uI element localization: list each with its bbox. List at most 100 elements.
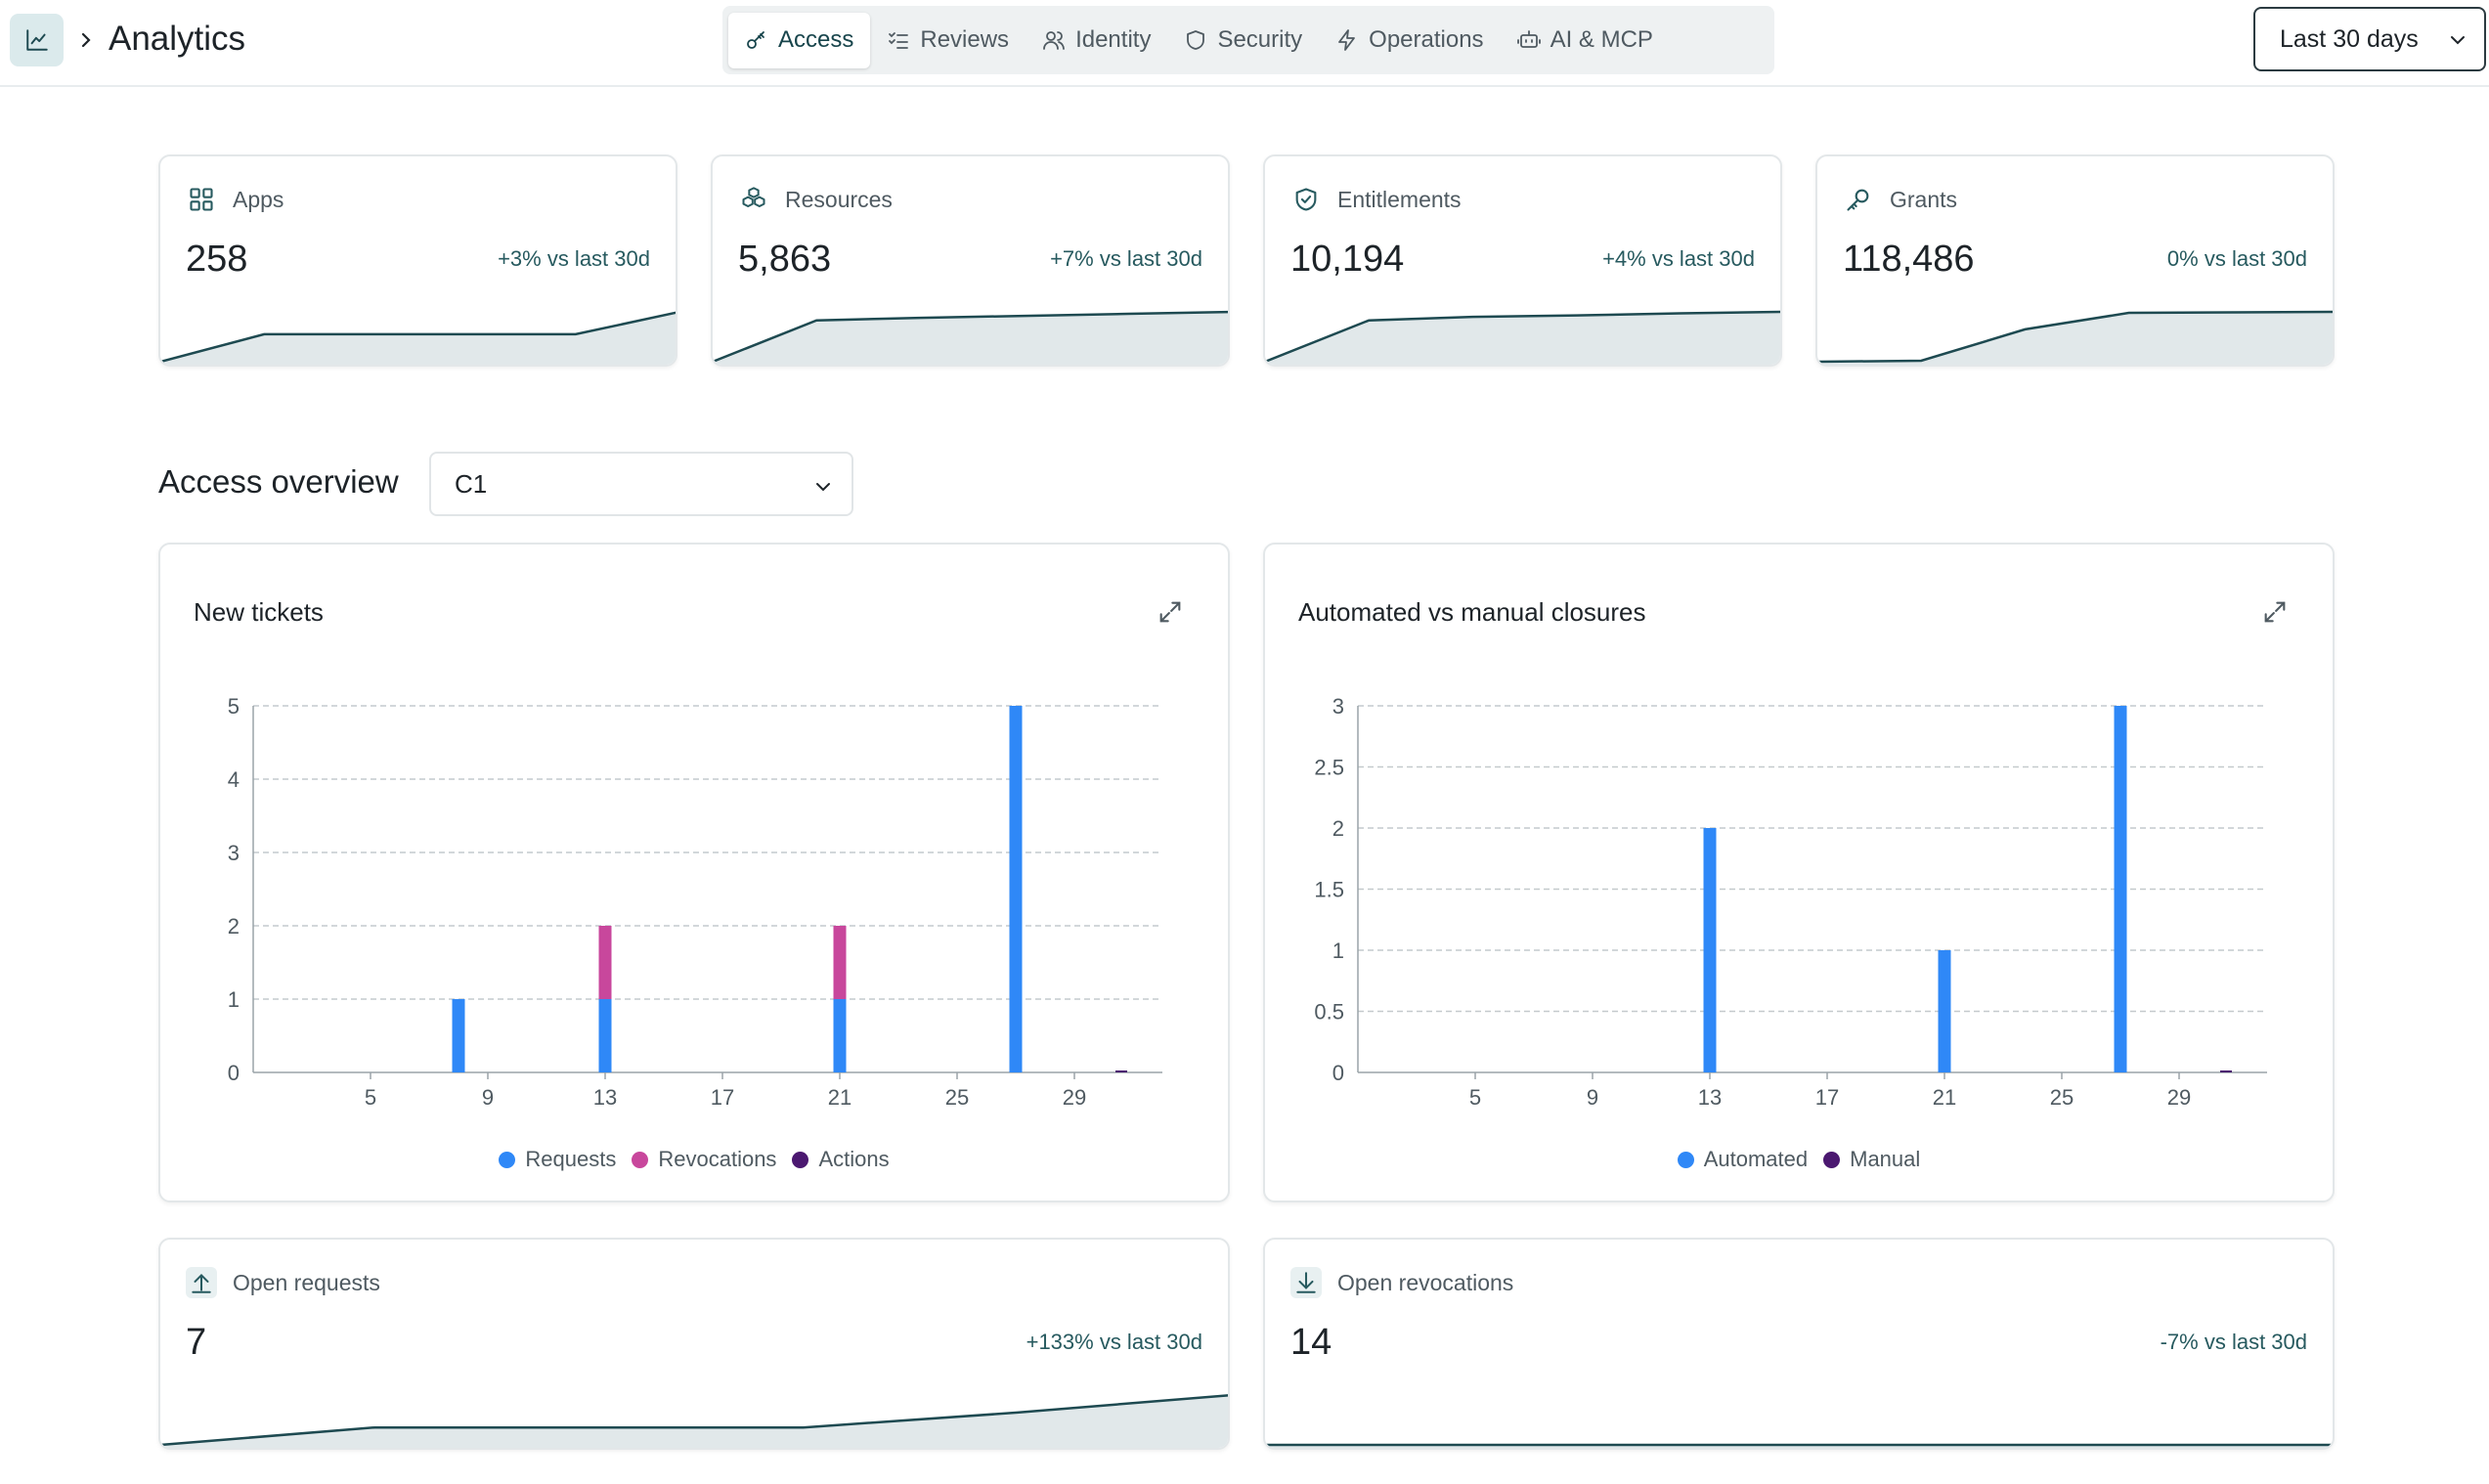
page-title: Analytics bbox=[109, 20, 246, 58]
stat-card-open-requests[interactable]: Open requests 7 +133% vs last 30d bbox=[158, 1238, 1230, 1450]
legend-swatch bbox=[499, 1151, 516, 1168]
tab-identity-label: Identity bbox=[1075, 26, 1152, 53]
x-tick-label: 21 bbox=[1933, 1085, 1956, 1110]
stat-card-open-revocations[interactable]: Open revocations 14 -7% vs last 30d bbox=[1263, 1238, 2335, 1450]
legend-swatch bbox=[1677, 1151, 1694, 1168]
cubes-icon bbox=[738, 184, 769, 215]
legend-label: Actions bbox=[818, 1147, 890, 1171]
chart-title: New tickets bbox=[194, 597, 324, 627]
tab-ai-mcp[interactable]: AI & MCP bbox=[1501, 13, 1670, 68]
x-tick-label: 13 bbox=[1698, 1085, 1722, 1110]
bar-requests bbox=[452, 999, 465, 1072]
legend-item-actions[interactable]: Actions bbox=[792, 1147, 890, 1172]
stat-label: Grants bbox=[1890, 186, 1958, 212]
bar-revocations bbox=[833, 926, 847, 999]
stat-value: 10,194 bbox=[1290, 239, 1405, 280]
legend-swatch bbox=[792, 1151, 809, 1168]
x-tick-label: 9 bbox=[1587, 1085, 1598, 1110]
chart-legend: Automated Manual bbox=[1265, 1147, 2333, 1172]
tab-identity[interactable]: Identity bbox=[1026, 13, 1167, 68]
sparkline-line bbox=[713, 310, 1228, 364]
x-tick-label: 29 bbox=[2167, 1085, 2191, 1110]
y-tick-label: 5 bbox=[228, 694, 240, 719]
analytics-tabs: Access Reviews Identity Security Operati… bbox=[722, 6, 1774, 74]
sparkline-area bbox=[160, 312, 676, 365]
x-tick-label: 13 bbox=[593, 1085, 617, 1110]
tab-ai-mcp-label: AI & MCP bbox=[1550, 26, 1653, 53]
stat-label: Resources bbox=[785, 186, 893, 212]
tab-reviews[interactable]: Reviews bbox=[870, 13, 1026, 68]
legend-label: Automated bbox=[1703, 1147, 1809, 1171]
stat-delta: +4% vs last 30d bbox=[1602, 246, 1755, 271]
legend-swatch bbox=[632, 1151, 649, 1168]
sparkline bbox=[160, 311, 676, 365]
legend-item-manual[interactable]: Manual bbox=[1823, 1147, 1920, 1172]
users-icon bbox=[1043, 31, 1065, 50]
bot-icon bbox=[1516, 30, 1541, 48]
sparkline-area bbox=[713, 312, 1228, 365]
bar-automated bbox=[2114, 706, 2127, 1072]
closures-chart: 0 0.5 1 1.5 2 2.5 3 5 9 13 17 21 25 29 bbox=[1314, 694, 2267, 1110]
tab-access[interactable]: Access bbox=[728, 12, 871, 68]
bar-automated bbox=[1938, 950, 1951, 1072]
chart-card-closures: Automated vs manual closures 0 0.5 1 1.5 2 2.… bbox=[1263, 543, 2335, 1202]
x-tick-label: 9 bbox=[482, 1085, 494, 1110]
scope-select-value: C1 bbox=[455, 468, 488, 499]
y-tick-label: 0.5 bbox=[1314, 1000, 1344, 1025]
legend-item-revocations[interactable]: Revocations bbox=[632, 1147, 776, 1172]
y-tick-label: 1 bbox=[228, 987, 240, 1012]
bar-marker bbox=[2220, 1070, 2232, 1072]
tab-operations[interactable]: Operations bbox=[1319, 13, 1500, 68]
stat-delta: +133% vs last 30d bbox=[1026, 1330, 1202, 1354]
legend-label: Manual bbox=[1850, 1147, 1921, 1171]
y-tick-label: 3 bbox=[228, 841, 240, 865]
download-icon bbox=[1290, 1267, 1322, 1298]
expand-icon[interactable] bbox=[2260, 597, 2290, 627]
breadcrumb-chevron-icon bbox=[76, 25, 96, 55]
y-tick-label: 2 bbox=[1332, 816, 1344, 841]
bar-marker bbox=[1115, 1070, 1127, 1072]
scope-select[interactable]: C1 bbox=[429, 452, 853, 516]
sparkline bbox=[1817, 310, 2333, 365]
x-tick-label: 29 bbox=[1063, 1085, 1086, 1110]
stat-label: Entitlements bbox=[1337, 186, 1462, 212]
new-tickets-chart: 0 1 2 3 4 5 5 9 13 17 21 25 29 bbox=[228, 694, 1162, 1110]
date-range-label: Last 30 days bbox=[2280, 24, 2419, 53]
tab-operations-label: Operations bbox=[1369, 26, 1484, 53]
stat-card-resources[interactable]: Resources 5,863 +7% vs last 30d bbox=[711, 154, 1230, 367]
y-tick-label: 4 bbox=[228, 767, 240, 792]
stat-value: 14 bbox=[1290, 1322, 1332, 1363]
y-tick-label: 2.5 bbox=[1314, 756, 1344, 780]
stat-value: 118,486 bbox=[1843, 239, 1975, 280]
legend-item-requests[interactable]: Requests bbox=[499, 1147, 616, 1172]
y-tick-label: 2 bbox=[228, 914, 240, 938]
sparkline bbox=[160, 1394, 1228, 1448]
legend-item-automated[interactable]: Automated bbox=[1677, 1147, 1809, 1172]
chart-legend: Requests Revocations Actions bbox=[160, 1147, 1228, 1172]
bar-requests bbox=[833, 999, 847, 1072]
tab-security-label: Security bbox=[1217, 26, 1303, 53]
stat-card-grants[interactable]: Grants 118,486 0% vs last 30d bbox=[1815, 154, 2335, 367]
stat-value: 7 bbox=[186, 1322, 207, 1363]
stat-card-apps[interactable]: Apps 258 +3% vs last 30d bbox=[158, 154, 677, 367]
date-range-select[interactable]: Last 30 days bbox=[2253, 7, 2486, 71]
analytics-icon[interactable] bbox=[10, 14, 64, 66]
tab-security[interactable]: Security bbox=[1167, 13, 1319, 68]
tab-reviews-label: Reviews bbox=[920, 26, 1010, 53]
stat-card-entitlements[interactable]: Entitlements 10,194 +4% vs last 30d bbox=[1263, 154, 1782, 367]
stat-label: Apps bbox=[233, 186, 284, 212]
y-tick-label: 3 bbox=[1332, 694, 1344, 719]
sparkline-line bbox=[1817, 310, 2333, 364]
sparkline-area bbox=[160, 1395, 1228, 1448]
x-tick-label: 17 bbox=[1815, 1085, 1839, 1110]
stat-delta: +3% vs last 30d bbox=[498, 246, 650, 271]
sparkline-area bbox=[1817, 312, 2333, 365]
sparkline bbox=[713, 310, 1228, 365]
bar-automated bbox=[1703, 828, 1717, 1072]
grid-icon bbox=[186, 184, 217, 215]
chevron-down-icon bbox=[2451, 36, 2465, 45]
expand-icon[interactable] bbox=[1156, 597, 1185, 627]
x-tick-label: 17 bbox=[711, 1085, 734, 1110]
x-tick-label: 25 bbox=[2050, 1085, 2074, 1110]
top-header: Analytics Access Reviews Identity Securi… bbox=[0, 0, 2489, 87]
